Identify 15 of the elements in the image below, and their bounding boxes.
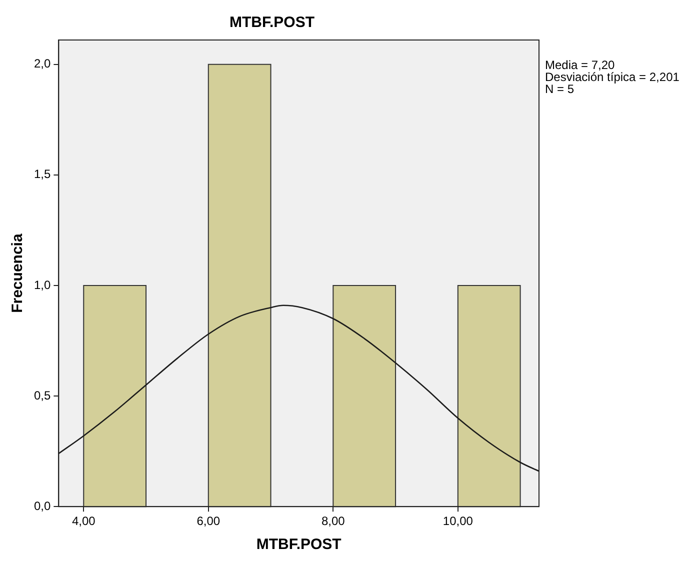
y-tick-label: 1,5	[34, 167, 51, 182]
chart-title: MTBF.POST	[230, 14, 314, 32]
text: N = 5	[545, 82, 576, 96]
x-axis-title: MTBF.POST	[256, 536, 342, 554]
text: Media = 7,20	[545, 58, 616, 72]
x-tick-label: 10,00	[442, 514, 474, 528]
y-axis-title: Frecuencia	[9, 233, 26, 313]
y-tick-label: 2,0	[34, 56, 51, 71]
x-tick-label: 8,00	[321, 514, 346, 528]
text: Desviación típica = 2,201	[545, 70, 680, 84]
y-tick-label: 1,0	[34, 278, 51, 292]
x-tick-label: 4,00	[72, 514, 96, 528]
y-tick-label: 0,5	[34, 388, 51, 402]
x-tick-label: 6,00	[196, 514, 220, 528]
y-tick-label: 0,0	[34, 498, 51, 513]
